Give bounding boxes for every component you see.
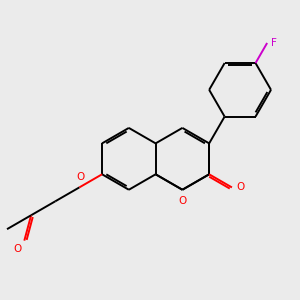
- Text: O: O: [77, 172, 85, 182]
- Text: O: O: [13, 244, 21, 254]
- Text: O: O: [236, 182, 244, 192]
- Text: F: F: [271, 38, 277, 48]
- Text: O: O: [178, 196, 187, 206]
